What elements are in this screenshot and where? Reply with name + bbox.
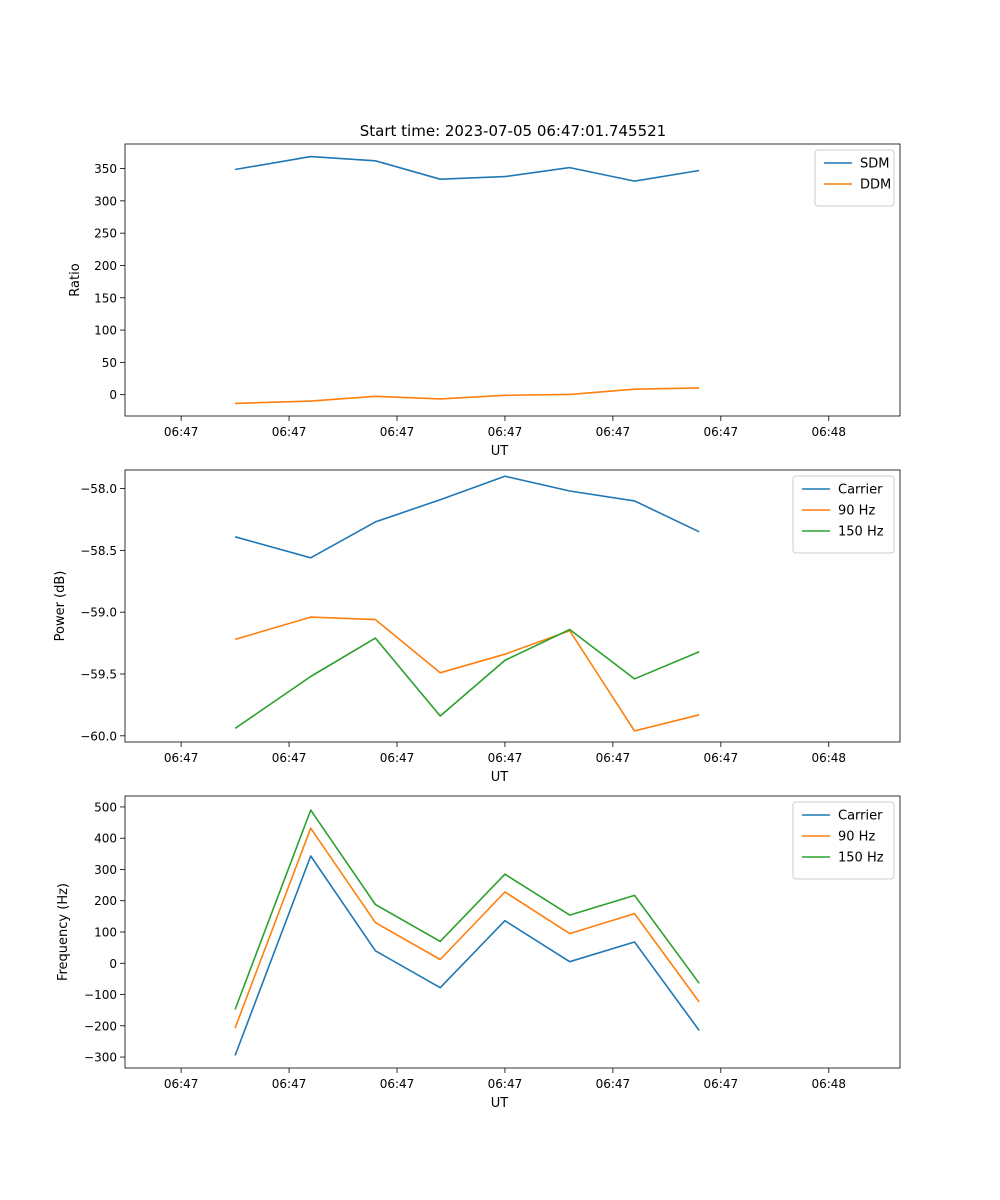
y-tick-label: 0	[109, 388, 117, 402]
y-tick-label: 200	[94, 894, 117, 908]
x-axis-label: UT	[491, 770, 509, 785]
x-tick-label: 06:47	[488, 425, 523, 439]
x-tick-label: 06:47	[704, 1077, 739, 1091]
legend: SDM DDM	[814, 149, 895, 207]
y-tick-label: 200	[94, 259, 117, 273]
legend-box	[792, 801, 895, 880]
x-tick-label: 06:47	[704, 425, 739, 439]
series-line-150-hz	[234, 809, 700, 1010]
legend-label: SDM	[860, 157, 889, 172]
x-tick-label: 06:48	[811, 425, 846, 439]
x-tick-label: 06:47	[488, 1077, 523, 1091]
legend: Carrier 90 Hz 150 Hz	[792, 475, 895, 554]
x-tick-label: 06:48	[811, 751, 846, 765]
x-tick-label: 06:47	[596, 1077, 631, 1091]
x-tick-label: 06:47	[596, 425, 631, 439]
legend-box	[814, 149, 895, 207]
legend-label: Carrier	[838, 809, 883, 824]
x-axis-label: UT	[491, 444, 509, 459]
legend-label: 90 Hz	[838, 830, 875, 845]
y-tick-label: 300	[94, 863, 117, 877]
x-tick-label: 06:47	[164, 1077, 199, 1091]
axes-frame	[124, 469, 901, 743]
y-tick-label: −58.0	[80, 482, 117, 496]
y-tick-label: −59.0	[80, 606, 117, 620]
x-tick-label: 06:48	[811, 1077, 846, 1091]
y-tick-label: 350	[94, 162, 117, 176]
chart-panel-1: 0 50 100 150 200 250 300 350 06:47 06:47 06:47 06:4…	[68, 143, 901, 459]
y-tick-label: −200	[84, 1019, 117, 1033]
x-axis-label: UT	[491, 1096, 509, 1111]
axes-frame	[124, 143, 901, 417]
y-tick-label: 250	[94, 227, 117, 241]
legend-label: 150 Hz	[838, 851, 884, 866]
x-tick-label: 06:47	[380, 1077, 415, 1091]
y-tick-label: 150	[94, 291, 117, 305]
y-tick-label: 100	[94, 324, 117, 338]
figure-title: Start time: 2023-07-05 06:47:01.745521	[360, 122, 666, 140]
series-line-150-hz	[234, 628, 700, 730]
y-tick-label: 100	[94, 926, 117, 940]
y-tick-label: −100	[84, 988, 117, 1002]
chart-panel-2: −60.0 −59.5 −59.0 −58.5 −58.0 06:47 06:47 06:47…	[53, 469, 901, 785]
chart-panel-3: −300 −200 −100 0 100 200 300 400 500 06:47 06:47 06…	[56, 795, 901, 1111]
legend-label: 150 Hz	[838, 525, 884, 540]
series-line-carrier	[234, 855, 700, 1056]
x-tick-label: 06:47	[272, 425, 307, 439]
y-axis-label: Ratio	[68, 263, 83, 296]
series-line-sdm	[234, 155, 700, 182]
y-tick-label: −60.0	[80, 729, 117, 743]
x-tick-label: 06:47	[164, 425, 199, 439]
x-tick-label: 06:47	[164, 751, 199, 765]
legend: Carrier 90 Hz 150 Hz	[792, 801, 895, 880]
x-tick-label: 06:47	[380, 425, 415, 439]
legend-label: 90 Hz	[838, 504, 875, 519]
x-tick-label: 06:47	[596, 751, 631, 765]
y-tick-label: −59.5	[80, 668, 117, 682]
y-tick-label: 50	[102, 356, 117, 370]
y-tick-label: −58.5	[80, 544, 117, 558]
y-axis-label: Frequency (Hz)	[56, 883, 71, 981]
series-line-ddm	[235, 387, 700, 405]
y-tick-label: 400	[94, 832, 117, 846]
y-tick-label: −300	[84, 1051, 117, 1065]
y-tick-label: 0	[109, 957, 117, 971]
x-tick-label: 06:47	[380, 751, 415, 765]
x-tick-label: 06:47	[272, 751, 307, 765]
legend-label: Carrier	[838, 483, 883, 498]
x-tick-label: 06:47	[272, 1077, 307, 1091]
y-tick-label: 300	[94, 194, 117, 208]
axes-frame	[124, 795, 901, 1069]
x-tick-label: 06:47	[488, 751, 523, 765]
y-axis-label: Power (dB)	[53, 571, 68, 642]
series-line-carrier	[234, 475, 700, 559]
y-tick-label: 500	[94, 800, 117, 814]
x-tick-label: 06:47	[704, 751, 739, 765]
series-line-90-hz	[234, 616, 700, 732]
legend-box	[792, 475, 895, 554]
legend-label: DDM	[860, 178, 891, 193]
series-line-90-hz	[234, 827, 700, 1029]
